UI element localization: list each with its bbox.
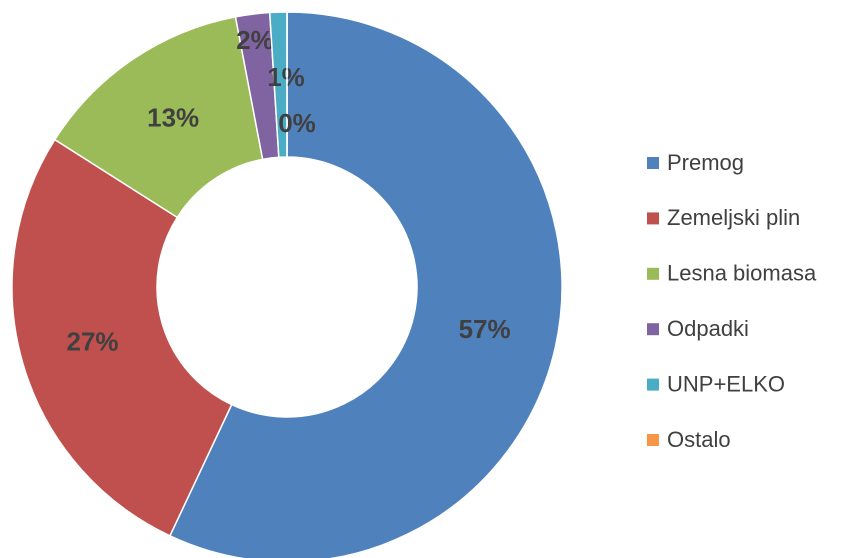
slice xyxy=(53,15,264,219)
legend-swatch xyxy=(647,434,659,446)
legend-swatch xyxy=(647,323,659,336)
legend-swatch xyxy=(647,267,659,280)
legend-label: Odpadki xyxy=(667,316,749,341)
legend-label: Premog xyxy=(667,150,744,175)
legend-swatch xyxy=(647,212,659,225)
data-label: 13% xyxy=(147,102,199,132)
legend-label: Ostalo xyxy=(667,427,731,452)
legend-label: UNP+ELKO xyxy=(667,371,785,396)
data-label: 57% xyxy=(459,314,511,344)
legend-label: Zemeljski plin xyxy=(667,205,800,230)
slice xyxy=(11,138,233,537)
slice xyxy=(168,11,563,558)
legend-swatch xyxy=(647,378,659,391)
data-label: 1% xyxy=(267,62,305,92)
legend-swatch xyxy=(647,157,659,169)
data-label: 2% xyxy=(236,25,274,55)
data-label: 0% xyxy=(278,108,316,138)
data-label: 27% xyxy=(67,326,119,356)
legend-label: Lesna biomasa xyxy=(667,261,817,286)
